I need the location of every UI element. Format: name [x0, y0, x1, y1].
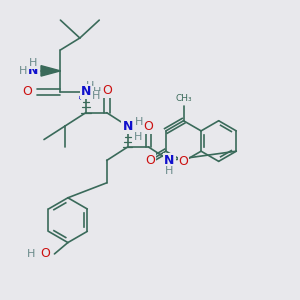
Text: O: O: [178, 155, 188, 168]
Text: N: N: [81, 85, 91, 98]
Text: H: H: [134, 132, 142, 142]
Text: H: H: [29, 58, 37, 68]
Text: H: H: [165, 167, 174, 176]
Text: H: H: [93, 87, 102, 97]
Text: O: O: [40, 248, 50, 260]
Text: H: H: [135, 117, 143, 127]
Text: N: N: [122, 120, 133, 133]
Text: H: H: [19, 66, 27, 76]
Text: O: O: [22, 85, 32, 98]
Text: N: N: [28, 64, 38, 77]
Text: H: H: [86, 81, 94, 92]
Text: H: H: [27, 249, 36, 259]
Text: CH₃: CH₃: [175, 94, 192, 103]
Polygon shape: [41, 66, 60, 76]
Text: O: O: [145, 154, 155, 167]
Text: H: H: [92, 91, 100, 101]
Text: O: O: [102, 84, 112, 97]
Text: N: N: [164, 154, 175, 167]
Text: O: O: [144, 120, 153, 133]
